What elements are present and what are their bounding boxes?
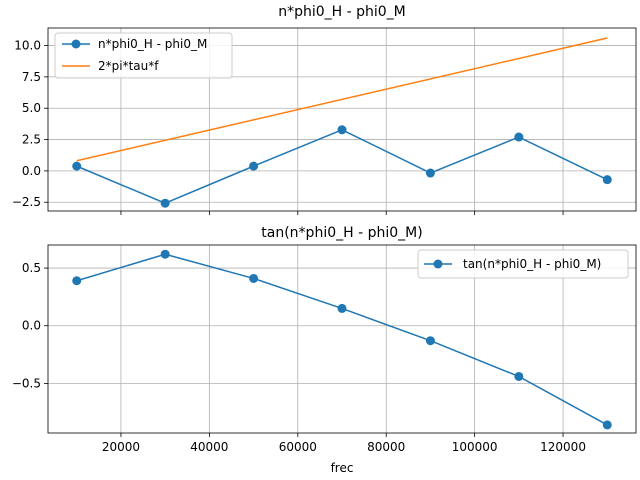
- top-legend-box: [54, 32, 233, 79]
- top-series-0-point: [602, 175, 612, 185]
- bottom-chart-title: tan(n*phi0_H - phi0_M): [261, 225, 422, 241]
- top-legend-marker-0: [71, 39, 81, 49]
- bottom-legend-box: [417, 249, 629, 279]
- top-subplot: n*phi0_H - phi0_M −2.5 0.0 2.5 5.0 7.5 10.0 n…: [12, 4, 637, 215]
- bottom-y-tick-label: −0.5: [12, 376, 41, 390]
- bottom-x-tick-label: 100000: [452, 440, 498, 454]
- bottom-ticks: 20000 40000 60000 80000 100000 120000 −0.5 0.0 0…: [12, 261, 586, 454]
- bottom-legend: tan(n*phi0_H - phi0_M): [417, 249, 629, 279]
- top-axes-frame: [47, 27, 637, 212]
- bottom-series-0-point: [337, 303, 347, 313]
- bottom-x-tick-label: 80000: [367, 440, 405, 454]
- top-legend-label-1: 2*pi*tau*f: [98, 59, 159, 73]
- bottom-x-axis-label: frec: [331, 461, 354, 475]
- bottom-series-0-point: [602, 420, 612, 430]
- bottom-x-tick-label: 120000: [540, 440, 586, 454]
- top-series-0-line: [76, 128, 608, 205]
- top-legend: n*phi0_H - phi0_M 2*pi*tau*f: [54, 32, 233, 79]
- bottom-series-0-line: [76, 253, 608, 426]
- bottom-x-tick-label: 20000: [102, 440, 140, 454]
- top-legend-label-0: n*phi0_H - phi0_M: [98, 37, 207, 51]
- top-ticks: −2.5 0.0 2.5 5.0 7.5 10.0: [12, 39, 564, 215]
- bottom-x-tick-label: 60000: [279, 440, 317, 454]
- bottom-legend-label-0: tan(n*phi0_H - phi0_M): [463, 257, 601, 271]
- bottom-series-0-point: [72, 276, 82, 286]
- top-y-tick-label: −2.5: [12, 195, 41, 209]
- bottom-series-0-point: [425, 336, 435, 346]
- bottom-axes-frame: [47, 244, 637, 434]
- top-series-0-point: [72, 161, 82, 171]
- top-y-tick-label: 5.0: [22, 101, 41, 115]
- top-y-tick-label: 2.5: [22, 133, 41, 147]
- top-series-0-point: [249, 161, 259, 171]
- top-series: [72, 37, 612, 208]
- bottom-subplot: tan(n*phi0_H - phi0_M) 20000 40000 60000 80…: [12, 225, 637, 475]
- bottom-series-0-point: [249, 273, 259, 283]
- top-series-0-point: [160, 198, 170, 208]
- top-y-tick-label: 0.0: [22, 164, 41, 178]
- bottom-y-tick-label: 0.5: [22, 261, 41, 275]
- top-y-tick-label: 7.5: [22, 70, 41, 84]
- top-series-0-point: [425, 168, 435, 178]
- top-series-0-point: [337, 125, 347, 135]
- bottom-x-tick-label: 40000: [190, 440, 228, 454]
- top-chart-title: n*phi0_H - phi0_M: [278, 4, 406, 20]
- bottom-series-0-point: [514, 371, 524, 381]
- bottom-grid: [48, 245, 636, 433]
- bottom-series-0-point: [160, 249, 170, 259]
- bottom-legend-marker-0: [433, 259, 443, 269]
- bottom-y-tick-label: 0.0: [22, 319, 41, 333]
- top-y-tick-label: 10.0: [14, 39, 41, 53]
- top-series-0-point: [514, 132, 524, 142]
- top-series-1-line: [76, 37, 608, 162]
- bottom-series: [72, 249, 612, 430]
